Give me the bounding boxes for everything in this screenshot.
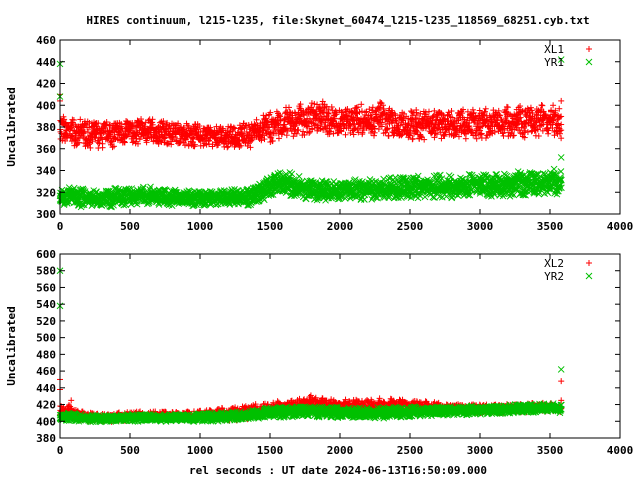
data-point-XL1	[196, 122, 203, 129]
data-point-XL1	[70, 117, 77, 124]
data-point-XL1	[295, 126, 302, 133]
data-point-XL1	[62, 137, 69, 144]
x-tick-label: 4000	[607, 220, 634, 233]
x-tick-label: 0	[57, 220, 64, 233]
data-point-XL1	[358, 101, 365, 108]
data-point-XL1	[87, 144, 94, 151]
data-point-XL1	[182, 129, 189, 136]
data-point-XL1	[191, 141, 198, 148]
data-point-XL1	[482, 105, 489, 112]
data-point-XL1	[462, 135, 469, 142]
bottom-panel: Uncalibrated 0 500 1000 1500 2000 2500 3000 350…	[5, 248, 633, 457]
data-point-XL1	[538, 102, 545, 109]
data-point-XL1	[181, 142, 188, 149]
data-point-XL1	[409, 135, 416, 142]
x-tick-label: 1000	[187, 220, 214, 233]
data-point-XL1	[205, 138, 212, 145]
data-point-XL1	[134, 117, 141, 124]
top-legend-label-1: XL1	[544, 43, 564, 56]
data-point-XL1	[75, 139, 82, 146]
data-point-XL1	[300, 128, 307, 135]
data-point-XL1	[215, 141, 222, 148]
data-point-XL1	[109, 144, 116, 151]
data-point-XL1	[62, 119, 69, 126]
data-point-XL1	[133, 135, 140, 142]
data-point-XL1	[370, 132, 377, 139]
data-point-XL1	[95, 120, 102, 127]
data-point-XL1	[164, 119, 171, 126]
top-panel: Uncalibrated 0 500 1000 1500 2000 2500 3000 350…	[5, 34, 633, 233]
data-point-XL1	[123, 132, 130, 139]
data-point-YR1	[295, 172, 303, 180]
x-tick-label: 2000	[327, 220, 354, 233]
data-point-XL1	[138, 116, 145, 123]
y-tick-label: 340	[36, 165, 56, 178]
data-point-YR1	[380, 175, 387, 183]
data-point-XL1	[558, 135, 565, 142]
legend-marker-XL1	[586, 46, 592, 52]
top-panel-legend: XL1 YR1	[544, 43, 593, 69]
data-point-XL1	[118, 121, 125, 128]
data-point-XL1	[224, 144, 231, 151]
data-point-XL1	[77, 116, 84, 123]
top-legend-marker-2	[585, 58, 593, 66]
data-point-XL1	[147, 129, 154, 136]
data-point-XL1	[149, 121, 156, 128]
y-tick-label: 300	[36, 208, 56, 221]
x-tick-label: 500	[120, 220, 140, 233]
chart-title: HIRES continuum, l215-l235, file:Skynet_…	[86, 14, 589, 27]
data-point-XL1	[60, 113, 67, 120]
y-tick-label: 380	[36, 121, 56, 134]
data-point-XL1	[121, 139, 128, 146]
top-legend-marker-1	[586, 46, 592, 52]
outlier-point-XL1	[558, 97, 565, 104]
y-tick-label: 320	[36, 186, 56, 199]
top-panel-ylabel: Uncalibrated	[5, 87, 18, 166]
data-point-XL1	[185, 122, 192, 129]
data-point-XL1	[175, 127, 182, 134]
data-point-XL1	[149, 116, 156, 123]
data-point-XL1	[283, 132, 290, 139]
data-point-XL1	[107, 121, 114, 128]
data-point-XL1	[134, 140, 141, 147]
y-tick-label: 460	[36, 34, 56, 47]
y-tick-label: 400	[36, 99, 56, 112]
bottom-panel-marks	[56, 267, 565, 426]
data-point-XL1	[209, 143, 216, 150]
bottom-panel-ylabel: Uncalibrated	[5, 306, 18, 385]
data-point-XL1	[160, 118, 167, 125]
top-panel-marks	[56, 56, 565, 211]
data-point-XL1	[517, 103, 524, 110]
data-point-XL1	[89, 138, 96, 145]
x-tick-label: 3500	[537, 220, 564, 233]
data-point-XL1	[275, 135, 282, 142]
data-point-XL1	[107, 133, 114, 140]
data-point-XL1	[129, 139, 136, 146]
data-point-XL1	[141, 123, 148, 130]
x-tick-label: 1500	[257, 220, 284, 233]
outlier-point-YR1	[557, 154, 565, 161]
data-point-XL1	[175, 120, 182, 127]
data-point-XL1	[189, 135, 196, 142]
data-point-XL1	[177, 138, 184, 145]
data-point-XL1	[126, 129, 133, 136]
data-point-XL1	[68, 133, 75, 140]
x-tick-label: 3000	[467, 220, 494, 233]
data-point-XL1	[83, 121, 90, 128]
data-point-XL1	[524, 129, 531, 136]
legend-marker-YR1	[585, 58, 593, 66]
top-legend-label-2: YR1	[544, 56, 564, 69]
x-tick-label: 2500	[397, 220, 424, 233]
data-point-XL1	[84, 129, 91, 136]
y-tick-label: 420	[36, 78, 56, 91]
data-point-XL1	[111, 143, 118, 150]
y-tick-label: 440	[36, 56, 56, 69]
y-tick-label: 360	[36, 143, 56, 156]
data-point-XL1	[61, 116, 68, 123]
data-point-XL1	[535, 132, 542, 139]
data-point-XL1	[108, 138, 115, 145]
series-XL1	[57, 91, 565, 152]
data-point-XL1	[539, 102, 546, 109]
